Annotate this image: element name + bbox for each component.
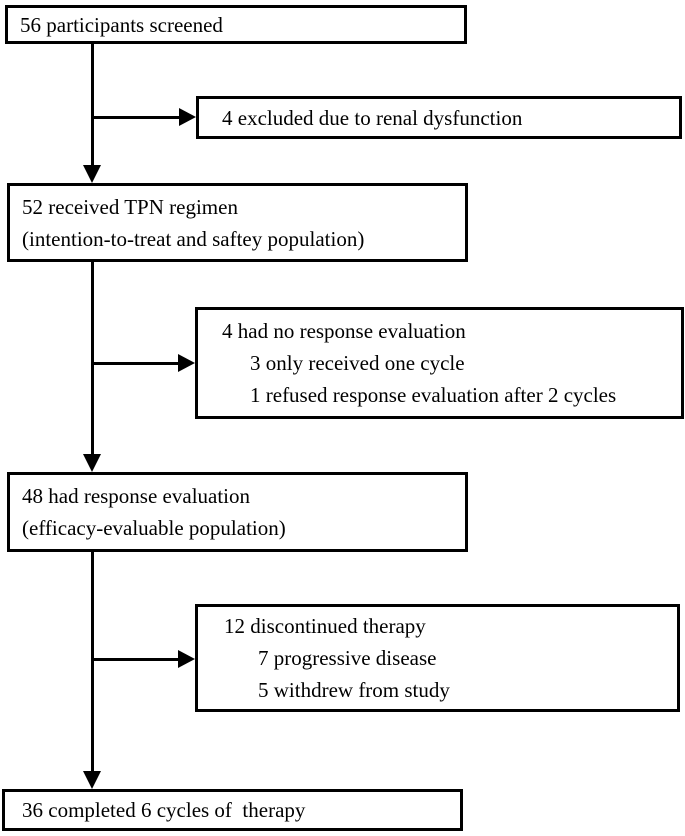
box-screened-text: 56 participants screened xyxy=(20,12,223,37)
connector-line-screened-to-received xyxy=(91,44,94,167)
box-discontinued-line1: 12 discontinued therapy xyxy=(224,614,426,638)
connector-line-response-to-completed xyxy=(91,552,94,771)
box-received-tpn-line2: (intention-to-treat and saftey populatio… xyxy=(22,226,365,251)
arrow-down-icon xyxy=(83,165,101,183)
box-excluded-text: 4 excluded due to renal dysfunction xyxy=(222,105,523,130)
box-discontinued-therapy: 12 discontinued therapy 7 progressive di… xyxy=(195,604,680,712)
arrow-down-icon xyxy=(83,771,101,789)
box-response-line2: (efficacy-evaluable population) xyxy=(22,516,286,540)
connector-line-to-discontinued xyxy=(92,658,180,661)
box-no-response-line1: 4 had no response evaluation xyxy=(222,319,466,343)
connector-line-received-to-response xyxy=(91,262,94,454)
box-excluded: 4 excluded due to renal dysfunction xyxy=(196,96,682,139)
connector-line-to-excluded xyxy=(92,116,181,119)
box-received-tpn: 52 received TPN regimen (intention-to-tr… xyxy=(7,183,468,262)
box-no-response-line2: 3 only received one cycle xyxy=(250,351,465,375)
box-response-evaluation: 48 had response evaluation (efficacy-eva… xyxy=(7,472,468,552)
box-discontinued-line2: 7 progressive disease xyxy=(258,646,437,670)
box-discontinued-line3: 5 withdrew from study xyxy=(258,678,450,702)
box-completed-therapy: 36 completed 6 cycles of therapy xyxy=(2,789,463,831)
arrow-down-icon xyxy=(83,454,101,472)
box-completed-text: 36 completed 6 cycles of therapy xyxy=(22,798,306,822)
box-no-response-line3: 1 refused response evaluation after 2 cy… xyxy=(250,383,617,407)
arrow-right-icon xyxy=(179,108,196,126)
box-screened: 56 participants screened xyxy=(5,5,467,44)
arrow-right-icon xyxy=(178,650,195,668)
box-response-line1: 48 had response evaluation xyxy=(22,484,251,508)
connector-line-to-no-response xyxy=(92,362,180,365)
box-received-tpn-line1: 52 received TPN regimen xyxy=(22,194,238,219)
arrow-right-icon xyxy=(178,354,195,372)
box-no-response-evaluation: 4 had no response evaluation 3 only rece… xyxy=(195,307,684,419)
